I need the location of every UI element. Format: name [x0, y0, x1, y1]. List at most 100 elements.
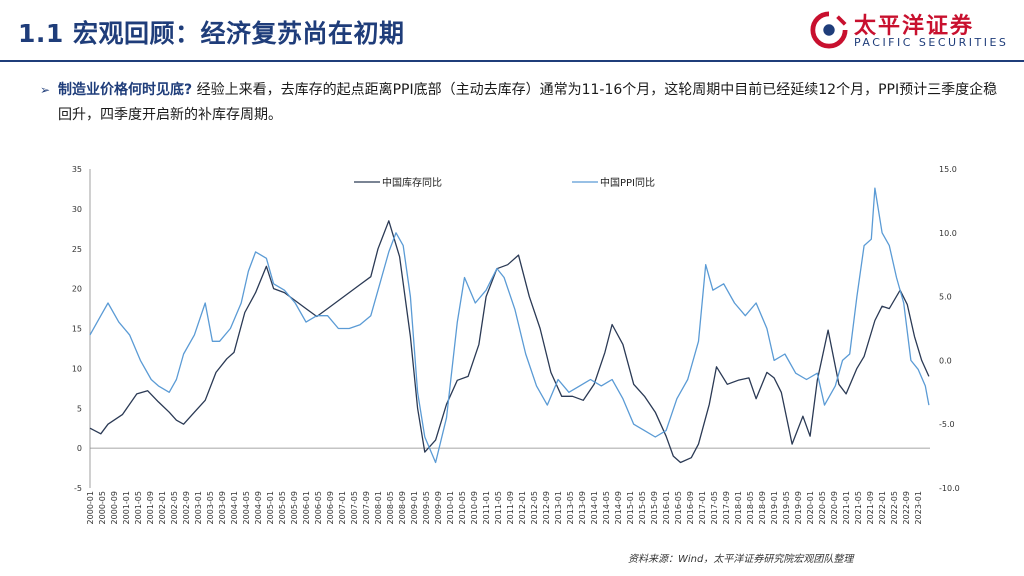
logo-chinese-name: 太平洋证券 [854, 14, 975, 39]
x-tick-label: 2013-05 [566, 491, 575, 524]
x-tick-label: 2021-09 [866, 491, 875, 524]
x-tick-label: 2006-01 [302, 491, 311, 524]
x-tick-label: 2017-05 [710, 491, 719, 524]
x-tick-label: 2009-05 [422, 491, 431, 524]
x-tick-label: 2006-09 [326, 491, 335, 524]
x-tick-label: 2002-09 [182, 491, 191, 524]
x-tick-label: 2023-01 [914, 491, 923, 524]
x-tick-label: 2009-01 [410, 491, 419, 524]
page-title: 1.1 宏观回顾：经济复苏尚在初期 [18, 19, 405, 48]
x-tick-label: 2004-09 [254, 491, 263, 524]
x-tick-label: 2008-09 [398, 491, 407, 524]
x-tick-label: 2015-09 [650, 491, 659, 524]
x-tick-label: 2017-09 [722, 491, 731, 524]
ppi-yoy-line [89, 187, 930, 464]
x-tick-label: 2010-09 [470, 491, 479, 524]
source-note: 资料来源：Wind，太平洋证券研究院宏观团队整理 [628, 554, 854, 565]
x-tick-label: 2014-09 [614, 491, 623, 524]
header-divider [0, 60, 1024, 62]
y-left-tick-label: 25 [72, 245, 82, 254]
inventory-yoy-line [89, 220, 930, 464]
x-tick-label: 2015-05 [638, 491, 647, 524]
y-right-tick-label: 15.0 [939, 165, 957, 174]
x-tick-label: 2013-01 [554, 491, 563, 524]
x-tick-label: 2000-01 [86, 491, 95, 524]
x-tick-label: 2010-05 [458, 491, 467, 524]
x-tick-label: 2019-09 [794, 491, 803, 524]
x-tick-label: 2002-01 [158, 491, 167, 524]
x-tick-label: 2010-01 [446, 491, 455, 524]
y-left-tick-label: 5 [77, 404, 82, 413]
x-tick-label: 2021-05 [854, 491, 863, 524]
x-tick-label: 2022-01 [878, 491, 887, 524]
bullet-question: 制造业价格何时见底? [58, 82, 193, 98]
x-tick-label: 2006-05 [314, 491, 323, 524]
x-tick-label: 2007-09 [362, 491, 371, 524]
logo-english-name: PACIFIC SECURITIES [854, 36, 1009, 49]
x-tick-label: 2009-09 [434, 491, 443, 524]
x-tick-label: 2014-05 [602, 491, 611, 524]
y-right-tick-label: -10.0 [939, 484, 960, 493]
bullet-arrow-icon: ➢ [40, 83, 51, 97]
legend-label: 中国库存同比 [382, 176, 442, 189]
bullet-paragraph: ➢ 制造业价格何时见底? 经验上来看，去库存的起点距离PPI底部（主动去库存）通… [40, 78, 998, 128]
x-tick-label: 2002-05 [170, 491, 179, 524]
x-tick-label: 2016-09 [686, 491, 695, 524]
y-left-tick-label: 0 [77, 444, 82, 453]
x-tick-label: 2003-05 [206, 491, 215, 524]
x-tick-label: 2005-01 [266, 491, 275, 524]
y-right-tick-label: 10.0 [939, 229, 957, 238]
x-tick-label: 2003-01 [194, 491, 203, 524]
pacific-securities-logo-icon [810, 11, 848, 49]
x-tick-label: 2013-09 [578, 491, 587, 524]
y-left-tick-label: 10 [72, 364, 82, 373]
x-tick-label: 2019-01 [770, 491, 779, 524]
y-left-tick-label: 30 [72, 205, 82, 214]
x-tick-label: 2008-01 [374, 491, 383, 524]
x-tick-label: 2015-01 [626, 491, 635, 524]
x-tick-label: 2001-01 [122, 491, 131, 524]
x-tick-label: 2003-09 [218, 491, 227, 524]
x-tick-label: 2004-01 [230, 491, 239, 524]
y-right-tick-label: 5.0 [939, 293, 952, 302]
x-tick-label: 2017-01 [698, 491, 707, 524]
legend-label: 中国PPI同比 [600, 176, 655, 189]
x-tick-label: 2000-09 [110, 491, 119, 524]
x-tick-label: 2018-05 [746, 491, 755, 524]
y-left-tick-label: 15 [72, 325, 82, 334]
x-tick-label: 2000-05 [98, 491, 107, 524]
x-tick-label: 2008-05 [386, 491, 395, 524]
x-tick-label: 2011-09 [506, 491, 515, 524]
y-left-tick-label: 35 [72, 165, 82, 174]
x-tick-label: 2016-01 [662, 491, 671, 524]
x-tick-label: 2021-01 [842, 491, 851, 524]
x-tick-label: 2007-01 [338, 491, 347, 524]
x-tick-label: 2005-09 [290, 491, 299, 524]
bullet-body: 经验上来看，去库存的起点距离PPI底部（主动去库存）通常为11-16个月，这轮周… [58, 82, 998, 123]
y-left-tick-label: -5 [74, 484, 82, 493]
x-tick-label: 2011-01 [482, 491, 491, 524]
x-tick-label: 2001-05 [134, 491, 143, 524]
x-tick-label: 2012-01 [518, 491, 527, 524]
x-tick-label: 2016-05 [674, 491, 683, 524]
y-right-tick-label: 0.0 [939, 356, 952, 365]
x-tick-label: 2004-05 [242, 491, 251, 524]
x-tick-label: 2022-09 [902, 491, 911, 524]
x-tick-label: 2020-09 [830, 491, 839, 524]
x-tick-label: 2005-05 [278, 491, 287, 524]
logo: 太平洋证券 PACIFIC SECURITIES [810, 6, 1010, 56]
x-tick-label: 2012-05 [530, 491, 539, 524]
y-left-tick-label: 20 [72, 285, 82, 294]
x-tick-label: 2018-01 [734, 491, 743, 524]
x-tick-label: 2020-01 [806, 491, 815, 524]
y-right-tick-label: -5.0 [939, 420, 955, 429]
x-tick-label: 2020-05 [818, 491, 827, 524]
x-tick-label: 2012-09 [542, 491, 551, 524]
x-tick-label: 2011-05 [494, 491, 503, 524]
x-tick-label: 2022-05 [890, 491, 899, 524]
x-tick-label: 2007-05 [350, 491, 359, 524]
x-tick-label: 2014-01 [590, 491, 599, 524]
x-tick-label: 2001-09 [146, 491, 155, 524]
x-tick-label: 2019-05 [782, 491, 791, 524]
